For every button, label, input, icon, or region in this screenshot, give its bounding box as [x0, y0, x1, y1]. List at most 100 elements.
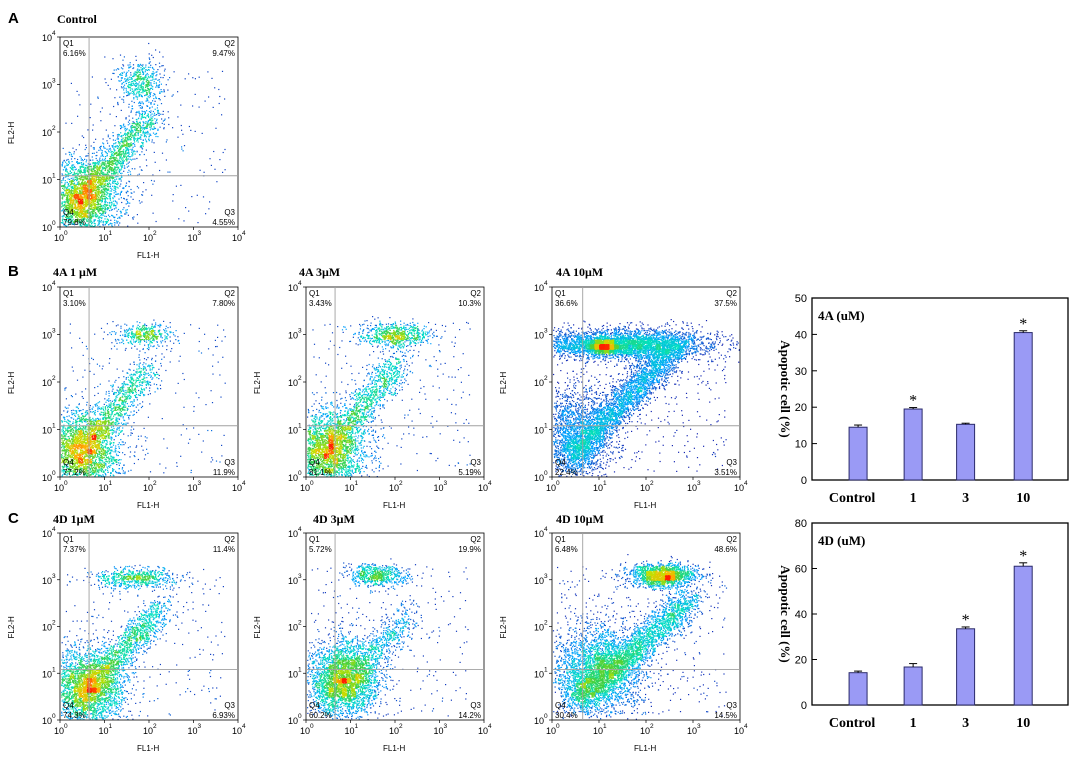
- event-dot: [162, 153, 163, 154]
- event-dot: [114, 179, 115, 180]
- event-dot: [181, 146, 182, 147]
- event-dot: [139, 102, 140, 103]
- event-dot: [129, 162, 130, 163]
- event-dot: [161, 103, 162, 104]
- event-dot: [108, 136, 109, 137]
- event-dot: [183, 220, 184, 221]
- event-dot: [105, 158, 106, 159]
- event-dot: [128, 93, 129, 94]
- event-dot: [105, 152, 106, 153]
- event-dot: [188, 211, 189, 212]
- event-dot: [116, 214, 117, 215]
- event-dot: [115, 207, 116, 208]
- event-dot: [110, 149, 111, 150]
- event-dot: [117, 203, 118, 204]
- event-dot: [146, 110, 147, 111]
- event-dot: [222, 71, 223, 72]
- event-dot: [120, 184, 121, 185]
- event-dot: [118, 199, 119, 200]
- event-dot: [164, 70, 165, 71]
- panel-letter-c: C: [8, 510, 19, 527]
- event-dot: [150, 61, 151, 62]
- event-dot: [131, 110, 132, 111]
- event-dot: [155, 87, 156, 88]
- event-dot: [86, 147, 87, 148]
- event-dot: [122, 73, 123, 74]
- event-dot: [114, 192, 115, 193]
- event-dot: [82, 159, 83, 160]
- event-dot: [101, 146, 102, 147]
- event-dot: [152, 106, 153, 107]
- event-dot: [110, 184, 111, 185]
- event-dot: [183, 150, 184, 151]
- event-dot: [224, 98, 225, 99]
- event-dot: [112, 145, 113, 146]
- event-dot: [134, 191, 135, 192]
- event-dot: [150, 92, 151, 93]
- event-dot: [128, 65, 129, 66]
- event-dot: [150, 80, 151, 81]
- event-dot: [111, 189, 112, 190]
- event-dot: [127, 167, 128, 168]
- event-dot: [143, 182, 144, 183]
- event-dot: [107, 153, 108, 154]
- event-dot: [142, 64, 143, 65]
- event-dot: [110, 148, 111, 149]
- event-dot: [107, 143, 108, 144]
- event-dot: [117, 136, 118, 137]
- event-dot: [137, 83, 138, 84]
- event-dot: [136, 60, 137, 61]
- event-dot: [211, 165, 212, 166]
- event-dot: [155, 123, 156, 124]
- event-dot: [176, 186, 177, 187]
- event-dot: [115, 200, 116, 201]
- event-dot: [81, 158, 82, 159]
- event-dot: [163, 111, 164, 112]
- event-dot: [114, 97, 115, 98]
- event-dot: [121, 202, 122, 203]
- event-dot: [112, 181, 113, 182]
- event-dot: [146, 132, 147, 133]
- event-dot: [124, 168, 125, 169]
- event-dot: [71, 154, 72, 155]
- event-dot: [138, 133, 139, 134]
- event-dot: [120, 132, 121, 133]
- event-dot: [100, 148, 101, 149]
- event-dot: [115, 205, 116, 206]
- event-dot: [148, 74, 149, 75]
- event-dot: [85, 165, 86, 166]
- event-dot: [150, 110, 151, 111]
- event-dot: [116, 179, 117, 180]
- event-dot: [127, 209, 128, 210]
- event-dot: [63, 160, 64, 161]
- event-dot: [133, 64, 134, 65]
- event-dot: [157, 113, 158, 114]
- event-dot: [109, 180, 110, 181]
- event-dot: [102, 154, 103, 155]
- event-dot: [203, 196, 204, 197]
- event-dot: [125, 81, 126, 82]
- event-dot: [120, 75, 121, 76]
- event-dot: [157, 110, 158, 111]
- event-dot: [150, 102, 151, 103]
- event-dot: [185, 207, 186, 208]
- event-dot: [133, 97, 134, 98]
- event-dot: [138, 64, 139, 65]
- event-dot: [80, 156, 81, 157]
- event-dot: [158, 115, 159, 116]
- event-dot: [139, 70, 140, 71]
- event-dot: [153, 213, 154, 214]
- event-dot: [205, 213, 206, 214]
- event-dot: [136, 96, 137, 97]
- event-dot: [160, 127, 161, 128]
- event-dot: [130, 156, 131, 157]
- event-dot: [99, 147, 100, 148]
- event-dot: [136, 158, 137, 159]
- event-dot: [218, 89, 219, 90]
- event-dot: [93, 142, 94, 143]
- event-dot: [128, 166, 129, 167]
- event-dot: [145, 67, 146, 68]
- event-dot: [168, 79, 169, 80]
- event-dot: [101, 153, 102, 154]
- event-dot: [130, 171, 131, 172]
